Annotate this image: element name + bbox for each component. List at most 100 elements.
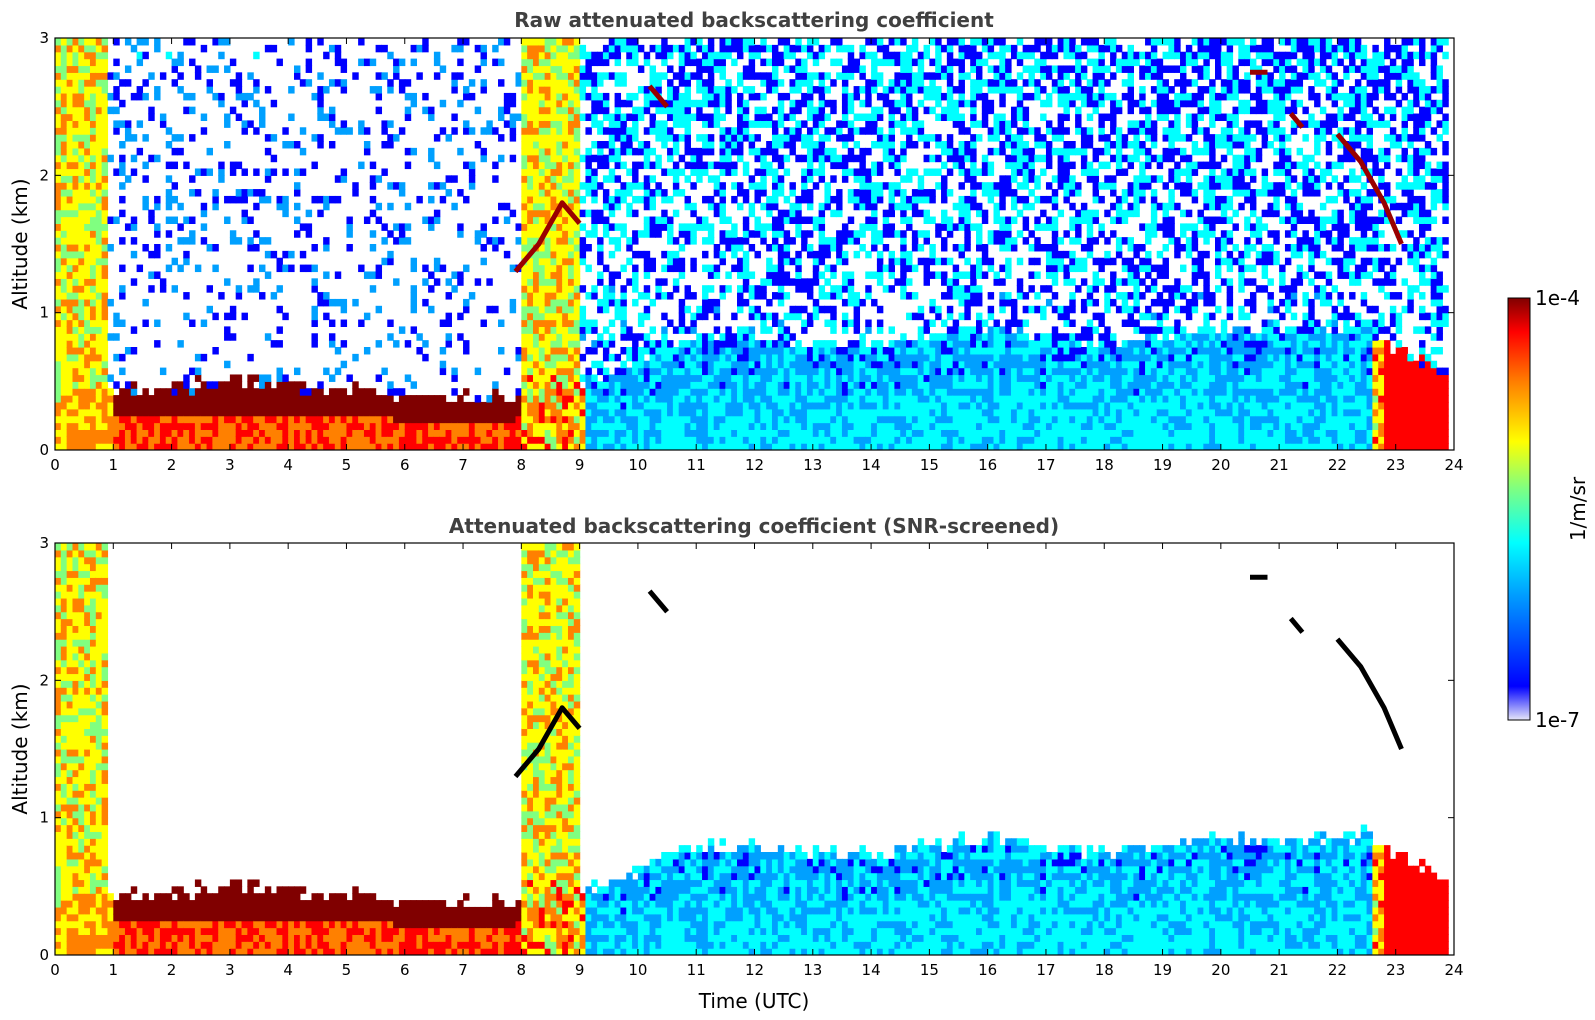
heatmap-cell (270, 443, 278, 450)
heatmap-cell (760, 388, 767, 396)
heatmap-cell (591, 182, 598, 190)
heatmap-cell (608, 168, 616, 176)
heatmap-cell (480, 319, 487, 327)
heatmap-cell (84, 65, 91, 73)
heatmap-cell (719, 72, 726, 80)
heatmap-cell (789, 436, 796, 444)
heatmap-cell (567, 326, 575, 334)
heatmap-cell (777, 340, 785, 348)
heatmap-cell (410, 147, 418, 156)
heatmap-cell (66, 250, 74, 259)
heatmap-cell (806, 195, 814, 204)
heatmap-cell (492, 161, 499, 170)
heatmap-cell (853, 443, 861, 450)
heatmap-cell (900, 175, 907, 183)
heatmap-cell (78, 113, 85, 121)
heatmap-cell (294, 168, 301, 176)
heatmap-cell (363, 127, 371, 135)
heatmap-cell (538, 38, 546, 46)
heatmap-cell (463, 436, 470, 444)
heatmap-cell (655, 72, 662, 80)
heatmap-cell (72, 347, 79, 355)
heatmap-cell (136, 264, 144, 273)
heatmap-cell (556, 127, 563, 135)
heatmap-cell (527, 209, 534, 218)
heatmap-cell (556, 367, 563, 376)
heatmap-cell (573, 230, 581, 238)
heatmap-cell (463, 415, 470, 424)
heatmap-cell (521, 141, 528, 149)
heatmap-cell (783, 154, 791, 163)
heatmap-cell (556, 278, 563, 286)
heatmap-cell (771, 58, 779, 67)
heatmap-cell (124, 127, 132, 135)
heatmap-cell (696, 401, 703, 410)
heatmap-cell (894, 51, 901, 60)
heatmap-cell (521, 244, 528, 252)
heatmap-cell (78, 326, 85, 334)
heatmap-cell (544, 113, 552, 121)
heatmap-cell (55, 381, 62, 389)
heatmap-cell (836, 401, 843, 410)
heatmap-cell (649, 381, 657, 389)
heatmap-cell (713, 209, 721, 218)
heatmap-cell (84, 367, 91, 376)
heatmap-cell (375, 202, 383, 211)
heatmap-cell (655, 51, 662, 60)
heatmap-cell (941, 388, 948, 396)
heatmap-cell (468, 161, 476, 170)
heatmap-cell (620, 401, 627, 410)
heatmap-cell (643, 436, 651, 444)
heatmap-cell (917, 429, 925, 437)
heatmap-cell (696, 436, 703, 444)
heatmap-cell (387, 333, 394, 341)
heatmap-cell (911, 381, 919, 389)
heatmap-cell (398, 436, 406, 444)
heatmap-cell (148, 443, 155, 450)
heatmap-cell (527, 312, 534, 321)
heatmap-cell (754, 51, 761, 60)
heatmap-cell (795, 415, 802, 424)
heatmap-cell (562, 106, 569, 115)
heatmap-cell (702, 292, 709, 300)
heatmap-cell (806, 72, 814, 80)
heatmap-cell (608, 175, 616, 183)
heatmap-cell (498, 134, 505, 142)
heatmap-cell (78, 237, 85, 245)
heatmap-cell (882, 99, 890, 108)
heatmap-cell (783, 360, 791, 369)
heatmap-cell (923, 86, 930, 94)
heatmap-cell (754, 285, 761, 293)
heatmap-cell (119, 367, 126, 376)
heatmap-cell (737, 38, 744, 46)
heatmap-cell (451, 401, 458, 410)
heatmap-cell (707, 38, 715, 46)
heatmap-cell (661, 381, 668, 389)
heatmap-cell (737, 44, 744, 53)
heatmap-cell (602, 72, 610, 80)
heatmap-cell (597, 429, 604, 437)
heatmap-cell (923, 429, 930, 437)
heatmap-cell (614, 367, 622, 376)
heatmap-cell (672, 134, 680, 142)
heatmap-cell (550, 147, 557, 156)
heatmap-cell (911, 429, 919, 437)
heatmap-cell (282, 395, 289, 403)
heatmap-cell (655, 401, 662, 410)
heatmap-cell (766, 195, 773, 204)
heatmap-cell (923, 326, 930, 334)
heatmap-cell (591, 51, 598, 60)
heatmap-cell (690, 429, 697, 437)
heatmap-cell (451, 388, 458, 396)
heatmap-cell (801, 237, 808, 245)
heatmap-cell (567, 388, 575, 396)
heatmap-cell (398, 223, 406, 231)
heatmap-cell (696, 58, 703, 67)
heatmap-cell (218, 436, 225, 444)
heatmap-cell (876, 436, 884, 444)
heatmap-cell (66, 422, 74, 430)
heatmap-cell (667, 79, 674, 87)
heatmap-cell (410, 326, 418, 334)
heatmap-cell (824, 195, 831, 204)
heatmap-cell (696, 443, 703, 450)
